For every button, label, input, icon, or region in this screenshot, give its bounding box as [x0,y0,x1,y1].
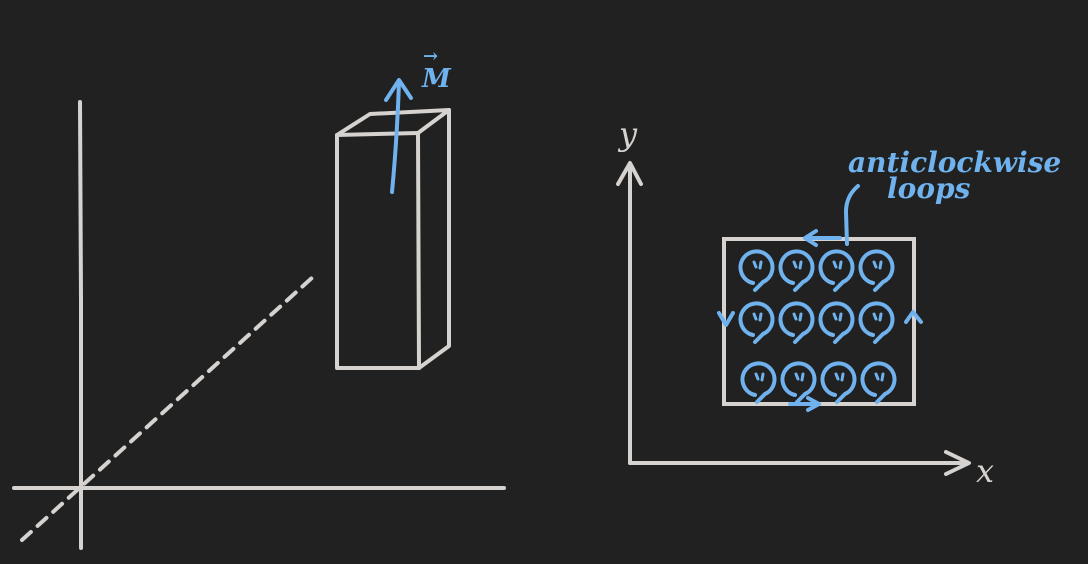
bar-side-face [417,108,451,370]
magnetized-bar [335,108,451,370]
left-vertical-axis [78,100,83,550]
bottom-edge-current-arrow [788,396,821,412]
annotation-line-2: loops [887,172,971,205]
current-loop [778,249,815,292]
current-loop-ring [778,249,815,292]
current-loop-grid [738,249,897,404]
current-loop-direction-mark [834,372,845,382]
current-loop-ring [858,301,895,344]
annotation-line-1: anticlockwise [848,146,1061,179]
current-loop-ring [778,301,815,344]
annotation-pointer [844,184,860,246]
current-loop-direction-mark [792,260,803,270]
current-loop [858,301,895,344]
current-loop [738,301,775,344]
current-loop-ring [818,301,855,344]
current-loop [860,361,897,404]
current-loop-direction-mark [832,312,843,322]
vector-arrow-shaft [390,80,401,194]
left-depth-axis-dashed [20,274,316,542]
current-loop-ring [820,361,857,404]
current-loop-ring [738,301,775,344]
magnetization-vector: M → [384,46,452,194]
left-edge-current-arrow [717,311,735,327]
current-loop [818,249,855,292]
bar-front-face [335,131,421,370]
vector-overarrow: → [423,46,438,67]
current-loop [738,249,775,292]
right-x-arrow-head [944,450,971,476]
current-loop-direction-mark [794,372,805,382]
top-edge-current-arrow [803,229,842,247]
current-loop [858,249,895,292]
current-loop-direction-mark [874,372,885,382]
bar-top-face [335,108,451,137]
right-edge-current-arrow [904,310,923,324]
vector-label: M [421,64,452,94]
x-axis-label: x [976,452,994,490]
left-figure: M → [12,46,506,550]
right-y-arrow-head [616,161,643,186]
vector-arrow-head [384,78,413,102]
current-loop-ring [780,361,817,404]
current-loop [820,361,857,404]
current-loop-direction-mark [872,260,883,270]
current-loop-ring [818,249,855,292]
current-loop-direction-mark [754,372,765,382]
current-loop-ring [860,361,897,404]
current-loop-ring [740,361,777,404]
current-loop-direction-mark [752,312,763,322]
current-loop [780,361,817,404]
current-loop-direction-mark [792,312,803,322]
current-loop-direction-mark [872,312,883,322]
current-loop [818,301,855,344]
current-loop [778,301,815,344]
right-figure: y x anticlockwise loops [616,115,1061,490]
current-loop-ring [858,249,895,292]
y-axis-label: y [617,115,638,153]
current-loop-ring [738,249,775,292]
current-loop-direction-mark [832,260,843,270]
current-loop [740,361,777,404]
current-loop-direction-mark [752,260,763,270]
